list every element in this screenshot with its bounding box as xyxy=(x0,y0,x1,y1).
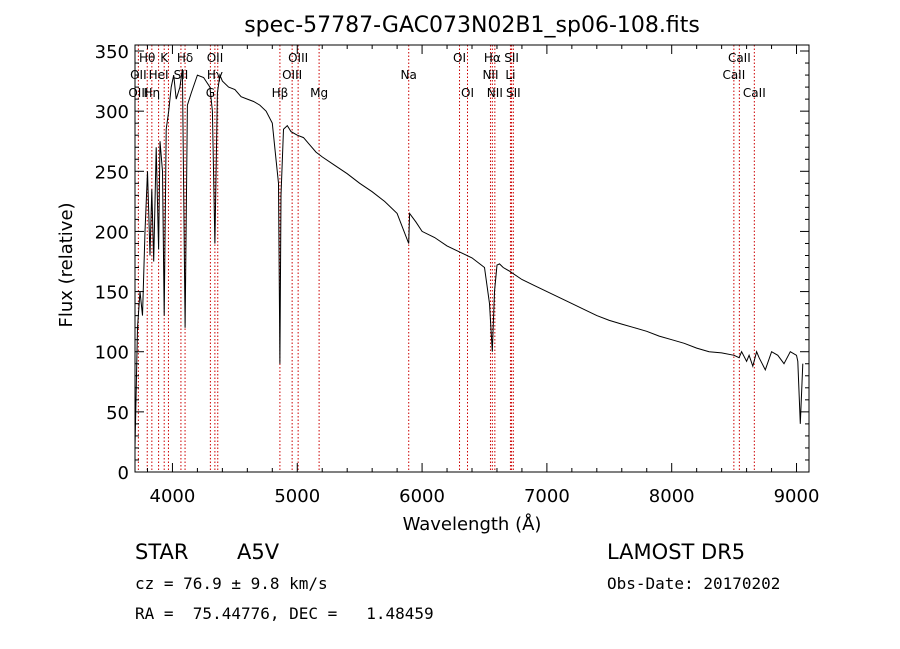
line-label: Na xyxy=(401,68,417,82)
line-label: NII xyxy=(487,86,503,100)
line-label: Hδ xyxy=(177,51,193,65)
observation-date: Obs-Date: 20170202 xyxy=(607,574,781,593)
line-label: Hη xyxy=(144,86,161,100)
line-label: CaII xyxy=(728,51,751,65)
y-tick-label: 50 xyxy=(106,403,129,424)
y-tick-label: 350 xyxy=(95,42,129,63)
x-tick-label: 8000 xyxy=(649,486,695,507)
line-label: HeI xyxy=(149,68,169,82)
line-label: OIII xyxy=(288,51,308,65)
object-subclass: A5V xyxy=(237,540,280,564)
emission-line-markers xyxy=(137,45,755,472)
x-tick-label: 6000 xyxy=(399,486,445,507)
x-tick-label: 5000 xyxy=(274,486,320,507)
x-axis-ticks: 4000 5000 6000 7000 8000 9000 xyxy=(146,45,820,507)
line-label: CaII xyxy=(722,68,745,82)
x-tick-label: 9000 xyxy=(774,486,820,507)
x-tick-label: 4000 xyxy=(150,486,196,507)
y-axis-ticks: 0 50 100 150 200 250 300 350 xyxy=(95,42,809,484)
y-tick-label: 300 xyxy=(95,102,129,123)
survey-name: LAMOST DR5 xyxy=(607,540,746,564)
line-label: Hβ xyxy=(272,86,289,100)
line-label: OI xyxy=(461,86,474,100)
y-tick-label: 200 xyxy=(95,222,129,243)
line-label: OIII xyxy=(128,86,148,100)
x-tick-label: 7000 xyxy=(524,486,570,507)
y-tick-label: 100 xyxy=(95,343,129,364)
line-label: Hγ xyxy=(207,68,223,82)
line-label: OII xyxy=(207,51,224,65)
y-tick-label: 0 xyxy=(118,463,129,484)
spectrum-line xyxy=(134,69,804,448)
y-tick-label: 150 xyxy=(95,283,129,304)
y-axis-label: Flux (relative) xyxy=(56,202,77,327)
line-label: Hα xyxy=(484,51,501,65)
line-label: Mg xyxy=(310,86,328,100)
line-label: SII xyxy=(504,51,519,65)
line-label: NII xyxy=(482,68,498,82)
line-label: SII xyxy=(506,86,521,100)
line-label: K xyxy=(160,51,169,65)
chart-title: spec-57787-GAC073N02B1_sp06-108.fits xyxy=(244,13,700,38)
redshift-info: cz = 76.9 ± 9.8 km/s xyxy=(135,574,328,593)
line-label: OI xyxy=(453,51,466,65)
line-label: Li xyxy=(505,68,515,82)
line-label: CaII xyxy=(743,86,766,100)
y-tick-label: 250 xyxy=(95,162,129,183)
line-label: SII xyxy=(174,68,189,82)
line-label: OIII xyxy=(282,68,302,82)
line-label: Hθ xyxy=(139,51,155,65)
object-class: STAR xyxy=(135,540,189,564)
x-axis-label: Wavelength (Å) xyxy=(403,513,542,535)
coordinates: RA = 75.44776, DEC = 1.48459 xyxy=(135,604,434,623)
